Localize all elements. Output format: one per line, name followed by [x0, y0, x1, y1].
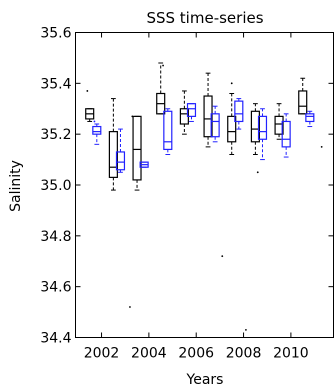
box-iqr: [281, 120, 291, 148]
y-tick-label: 35.4: [40, 76, 71, 92]
outlier-point: [162, 64, 164, 67]
box-iqr: [234, 100, 244, 123]
box-iqr: [257, 115, 268, 140]
box: [210, 105, 220, 143]
x-axis-label: Years: [186, 372, 224, 388]
box-iqr: [132, 115, 142, 181]
outlier-point: [131, 115, 134, 118]
box: [227, 93, 237, 155]
box-iqr: [115, 151, 126, 171]
box: [305, 110, 315, 128]
box: [139, 161, 149, 168]
box-iqr: [227, 115, 237, 143]
box: [186, 103, 197, 122]
box: [281, 113, 291, 158]
y-tick-label: 34.4: [40, 331, 71, 347]
x-tick-label: 2004: [131, 346, 167, 362]
box: [163, 108, 173, 155]
x-tick-label: 2010: [273, 346, 309, 362]
box: [298, 77, 308, 115]
outlier-point: [256, 171, 259, 174]
box-iqr: [108, 131, 118, 178]
outlier-point: [86, 90, 89, 92]
x-axis: 2002 2004 2006 2008 2010: [84, 32, 309, 362]
box-iqr: [274, 115, 284, 135]
box: [156, 62, 166, 115]
y-tick-label: 35.0: [40, 178, 71, 194]
box-iqr: [298, 90, 308, 115]
x-tick-label: 2006: [178, 346, 214, 362]
box: [92, 123, 102, 145]
y-tick-label: 35.6: [40, 26, 71, 42]
box: [132, 115, 142, 191]
y-tick-label: 35.2: [40, 127, 71, 143]
plot-frame: [75, 32, 334, 338]
box-iqr: [92, 125, 102, 135]
outlier-point: [320, 145, 323, 148]
box-iqr: [305, 113, 315, 123]
box: [257, 108, 268, 161]
outlier-point: [245, 328, 247, 331]
box-iqr: [186, 103, 197, 117]
y-axis-label: Salinity: [8, 160, 24, 212]
box-iqr: [210, 113, 220, 138]
outlier-point: [129, 306, 131, 308]
box: [108, 98, 118, 191]
outlier-points: [86, 64, 323, 331]
outlier-point: [221, 255, 224, 258]
box: [85, 108, 95, 122]
box: [203, 72, 213, 148]
y-tick-label: 34.8: [40, 229, 71, 245]
y-axis: 34.4 34.6 34.8 35.0 35.2 35.4 35.6: [40, 26, 334, 347]
y-tick-label: 34.6: [40, 280, 71, 296]
x-tick-label: 2002: [84, 346, 120, 362]
box: [234, 98, 244, 130]
box-iqr: [250, 110, 260, 143]
chart-title: SSS time-series: [146, 9, 263, 27]
box-iqr: [163, 110, 173, 151]
box: [115, 128, 126, 173]
x-tick-label: 2008: [226, 346, 262, 362]
outlier-point: [93, 120, 96, 123]
box-iqr: [203, 95, 213, 138]
outlier-point: [230, 82, 233, 85]
box-series: [85, 62, 315, 191]
